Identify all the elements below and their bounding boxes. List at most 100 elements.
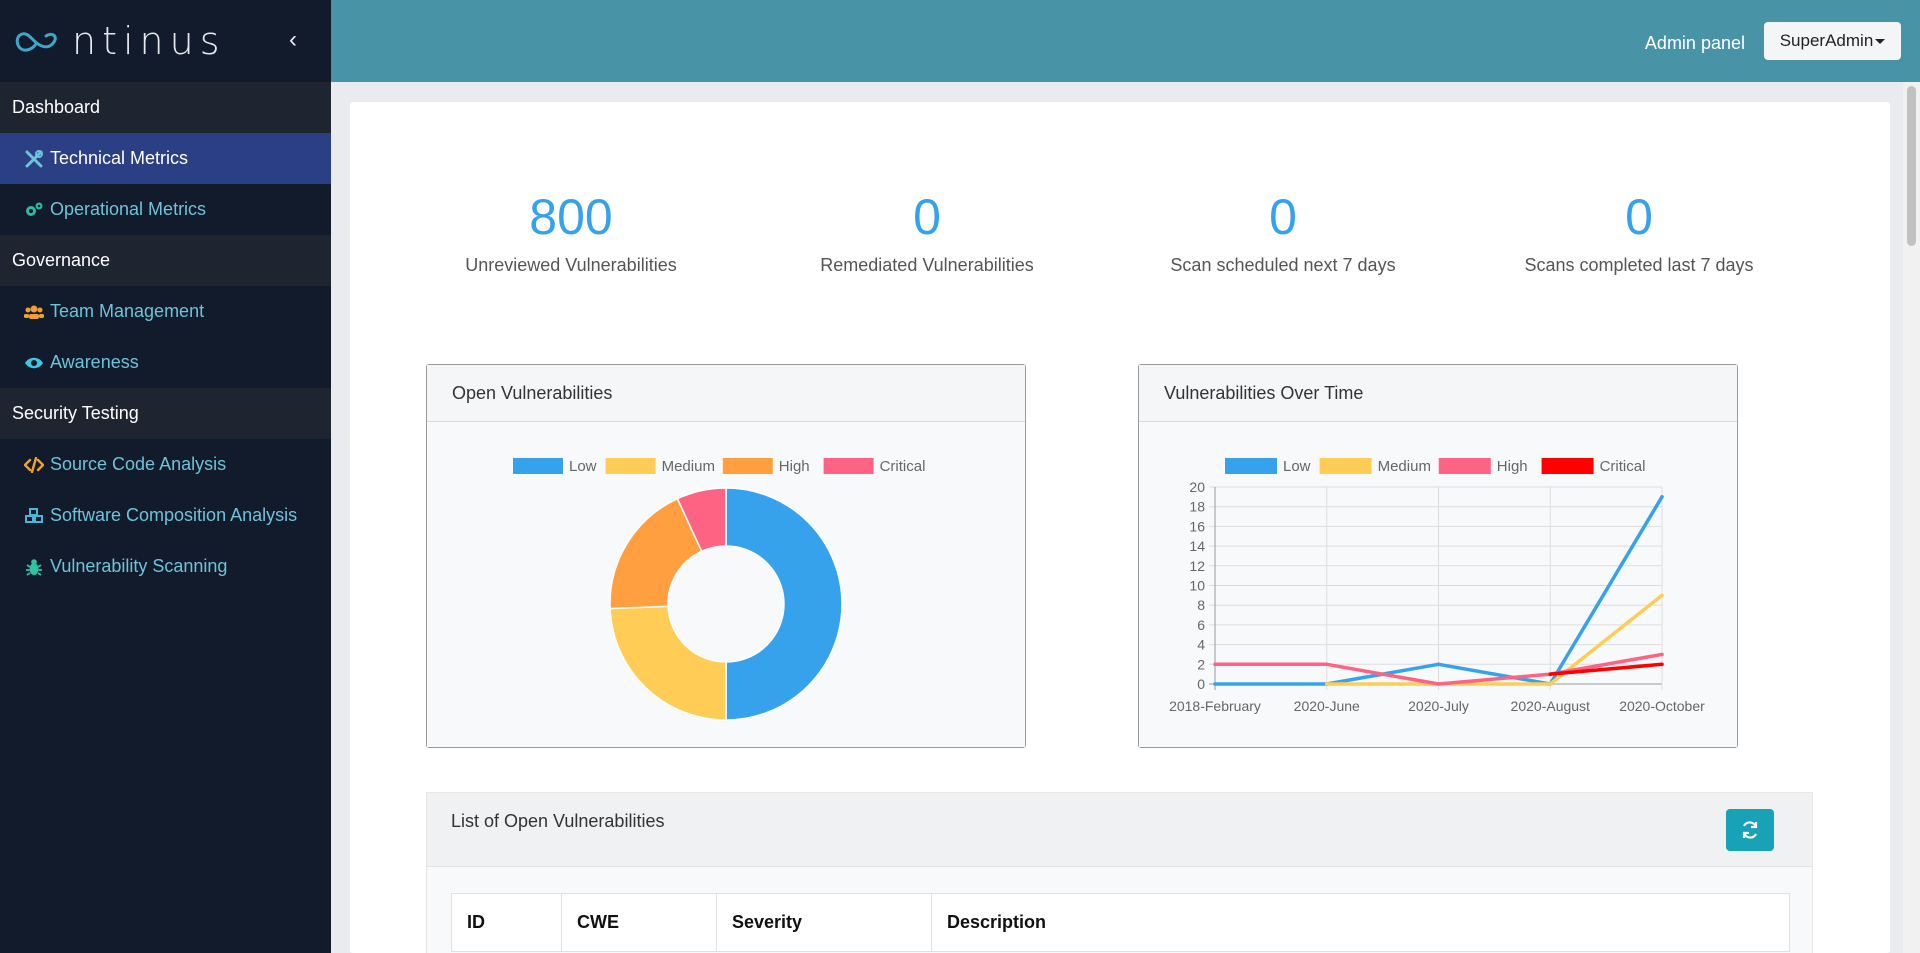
- legend-item-high[interactable]: High: [1438, 458, 1528, 475]
- stat-label: Scans completed last 7 days: [1524, 255, 1754, 275]
- data-point-medium[interactable]: [1660, 593, 1664, 598]
- refresh-icon: [1742, 821, 1758, 839]
- column-header-description[interactable]: Description: [931, 893, 1790, 952]
- cogs-icon: [24, 200, 44, 220]
- sidebar-item-vulnerability-scanning[interactable]: Vulnerability Scanning: [0, 541, 331, 592]
- column-header-id[interactable]: ID: [451, 893, 562, 952]
- scrollbar-thumb[interactable]: [1907, 86, 1916, 246]
- brand-name: ntinus: [72, 19, 226, 63]
- stat-label: Remediated Vulnerabilities: [820, 255, 1034, 275]
- list-title: List of Open Vulnerabilities: [451, 811, 665, 831]
- data-point-medium[interactable]: [1324, 682, 1329, 686]
- legend-swatch: [823, 458, 874, 474]
- y-tick-label: 20: [1189, 479, 1205, 495]
- stat-value: 0: [913, 189, 941, 245]
- open-vulnerabilities-card: Open Vulnerabilities Low Medium High Critic…: [426, 364, 1026, 748]
- sidebar-item-label: Team Management: [50, 301, 205, 321]
- donut-slice-high[interactable]: [609, 497, 703, 610]
- infinity-logo-icon: [15, 32, 57, 52]
- sidebar-item-team-management[interactable]: Team Management: [0, 286, 331, 337]
- legend-swatch: [1438, 458, 1491, 474]
- x-tick-label: 2020-August: [1511, 698, 1591, 714]
- stat-value: 0: [1625, 189, 1653, 245]
- stat-scans-completed: 0 Scans completed last 7 days: [1489, 187, 1789, 276]
- legend-swatch: [722, 458, 773, 474]
- column-header-severity[interactable]: Severity: [716, 893, 932, 952]
- refresh-button[interactable]: [1726, 809, 1774, 851]
- series-line-medium[interactable]: [1326, 593, 1664, 686]
- x-tick-label: 2020-June: [1294, 698, 1360, 714]
- sidebar-item-software-composition-analysis[interactable]: Software Composition Analysis: [0, 490, 331, 541]
- y-tick-label: 2: [1197, 656, 1205, 672]
- sidebar-item-label: Vulnerability Scanning: [50, 556, 228, 576]
- legend-item-critical[interactable]: Critical: [1541, 458, 1646, 475]
- legend-label: High: [1497, 458, 1528, 475]
- sidebar-item-label: Source Code Analysis: [50, 454, 227, 474]
- data-point-high[interactable]: [1324, 662, 1329, 667]
- stat-value: 0: [1269, 189, 1297, 245]
- y-tick-label: 18: [1189, 499, 1205, 515]
- sidebar-item-technical-metrics[interactable]: Technical Metrics: [0, 133, 331, 184]
- legend-label: Medium: [1378, 458, 1431, 475]
- legend-swatch: [1319, 458, 1372, 474]
- section-governance: Governance: [0, 235, 331, 286]
- eye-icon: [24, 353, 44, 373]
- page-scrollbar[interactable]: [1903, 82, 1920, 953]
- data-point-low[interactable]: [1436, 662, 1441, 667]
- legend-item-medium[interactable]: Medium: [1319, 458, 1431, 475]
- sidebar-item-awareness[interactable]: Awareness: [0, 337, 331, 388]
- code-icon: [24, 455, 44, 475]
- data-point-high[interactable]: [1436, 682, 1441, 686]
- y-tick-label: 6: [1197, 617, 1205, 633]
- users-icon: [24, 302, 44, 322]
- data-point-high[interactable]: [1660, 652, 1664, 657]
- data-point-critical[interactable]: [1660, 662, 1664, 667]
- legend-label: Medium: [662, 458, 715, 475]
- legend-item-low[interactable]: Low: [513, 458, 597, 475]
- card-title: Vulnerabilities Over Time: [1139, 365, 1737, 422]
- series-line-critical[interactable]: [1550, 662, 1663, 676]
- list-header: List of Open Vulnerabilities: [427, 793, 1812, 867]
- vulnerabilities-table: ID CWE Severity Description: [451, 893, 1790, 952]
- legend-item-medium[interactable]: Medium: [605, 458, 715, 475]
- data-point-high[interactable]: [1213, 662, 1217, 667]
- x-tick-label: 2020-July: [1408, 698, 1469, 714]
- data-point-low[interactable]: [1660, 495, 1664, 499]
- legend-swatch: [513, 458, 563, 474]
- bug-icon: [24, 557, 44, 577]
- y-tick-label: 10: [1189, 578, 1205, 594]
- card-title: Open Vulnerabilities: [427, 365, 1025, 422]
- open-vulnerabilities-list: List of Open Vulnerabilities ID CWE Seve…: [426, 792, 1813, 953]
- y-tick-label: 14: [1189, 538, 1205, 554]
- stat-label: Scan scheduled next 7 days: [1170, 255, 1396, 275]
- caret-down-icon: [1875, 39, 1886, 45]
- open-vulnerabilities-donut-chart: Low Medium High Critical: [513, 458, 926, 721]
- stat-unreviewed: 800 Unreviewed Vulnerabilities: [421, 187, 721, 276]
- legend-item-low[interactable]: Low: [1225, 458, 1311, 475]
- donut-slice-medium[interactable]: [609, 605, 727, 721]
- legend-label: Critical: [1600, 458, 1646, 475]
- data-point-critical[interactable]: [1548, 672, 1553, 676]
- donut-slice-critical[interactable]: [676, 487, 727, 553]
- sidebar-item-source-code-analysis[interactable]: Source Code Analysis: [0, 439, 331, 490]
- sidebar-item-label: Operational Metrics: [50, 199, 207, 219]
- user-dropdown-button[interactable]: SuperAdmin: [1764, 22, 1901, 60]
- vulnerabilities-over-time-card: Vulnerabilities Over Time Low Medium High C…: [1138, 364, 1738, 748]
- y-tick-label: 8: [1197, 597, 1205, 613]
- collapse-sidebar-icon[interactable]: ‹: [289, 26, 297, 53]
- legend-item-high[interactable]: High: [722, 458, 810, 475]
- data-point-medium[interactable]: [1548, 682, 1553, 686]
- sidebar-item-operational-metrics[interactable]: Operational Metrics: [0, 184, 331, 235]
- legend-label: Critical: [880, 458, 926, 475]
- donut-slice-low[interactable]: [725, 487, 843, 721]
- legend-item-critical[interactable]: Critical: [823, 458, 926, 475]
- data-point-low[interactable]: [1213, 682, 1217, 686]
- stat-remediated: 0 Remediated Vulnerabilities: [777, 187, 1077, 276]
- stat-value: 800: [529, 189, 613, 245]
- stat-scan-scheduled: 0 Scan scheduled next 7 days: [1133, 187, 1433, 276]
- table-header-row: ID CWE Severity Description: [451, 893, 1790, 952]
- column-header-cwe[interactable]: CWE: [561, 893, 717, 952]
- section-security-testing: Security Testing: [0, 388, 331, 439]
- legend-label: High: [779, 458, 810, 475]
- admin-panel-link[interactable]: Admin panel: [1644, 33, 1745, 53]
